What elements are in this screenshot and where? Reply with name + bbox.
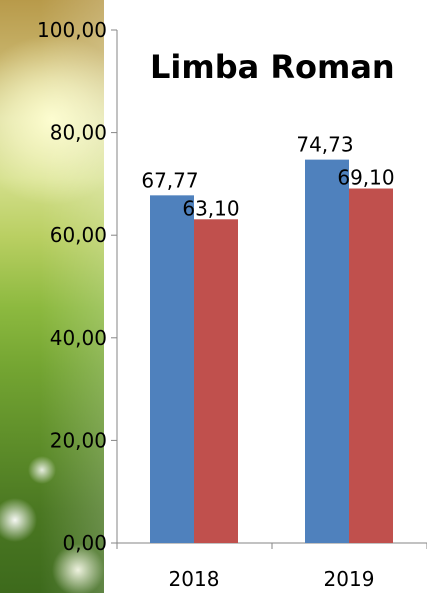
x-axis: 2018 2019 <box>116 542 427 591</box>
y-tick-label: 40,00 <box>50 326 107 350</box>
bar <box>150 195 194 543</box>
meadow-background-image <box>0 0 104 593</box>
data-label: 63,10 <box>182 196 239 220</box>
y-tick-label: 20,00 <box>50 428 107 452</box>
data-label: 74,73 <box>296 133 353 157</box>
bar <box>194 219 238 543</box>
y-tick-label: 80,00 <box>50 121 107 145</box>
chart-title: Limba Roman <box>150 48 395 86</box>
x-tick-label: 2018 <box>169 567 220 591</box>
data-labels: 67,77 63,10 74,73 69,10 <box>141 133 394 221</box>
y-tick-label: 60,00 <box>50 223 107 247</box>
bars <box>150 159 393 543</box>
x-tick-label: 2019 <box>324 567 375 591</box>
background-fade <box>40 0 104 593</box>
bar <box>305 159 349 543</box>
bar <box>349 188 393 543</box>
y-tick-label: 100,00 <box>37 18 107 42</box>
y-axis: 0,00 20,00 40,00 60,00 80,00 100,00 <box>37 18 118 555</box>
y-tick-label: 0,00 <box>62 531 107 555</box>
data-label: 69,10 <box>337 166 394 190</box>
data-label: 67,77 <box>141 168 198 192</box>
